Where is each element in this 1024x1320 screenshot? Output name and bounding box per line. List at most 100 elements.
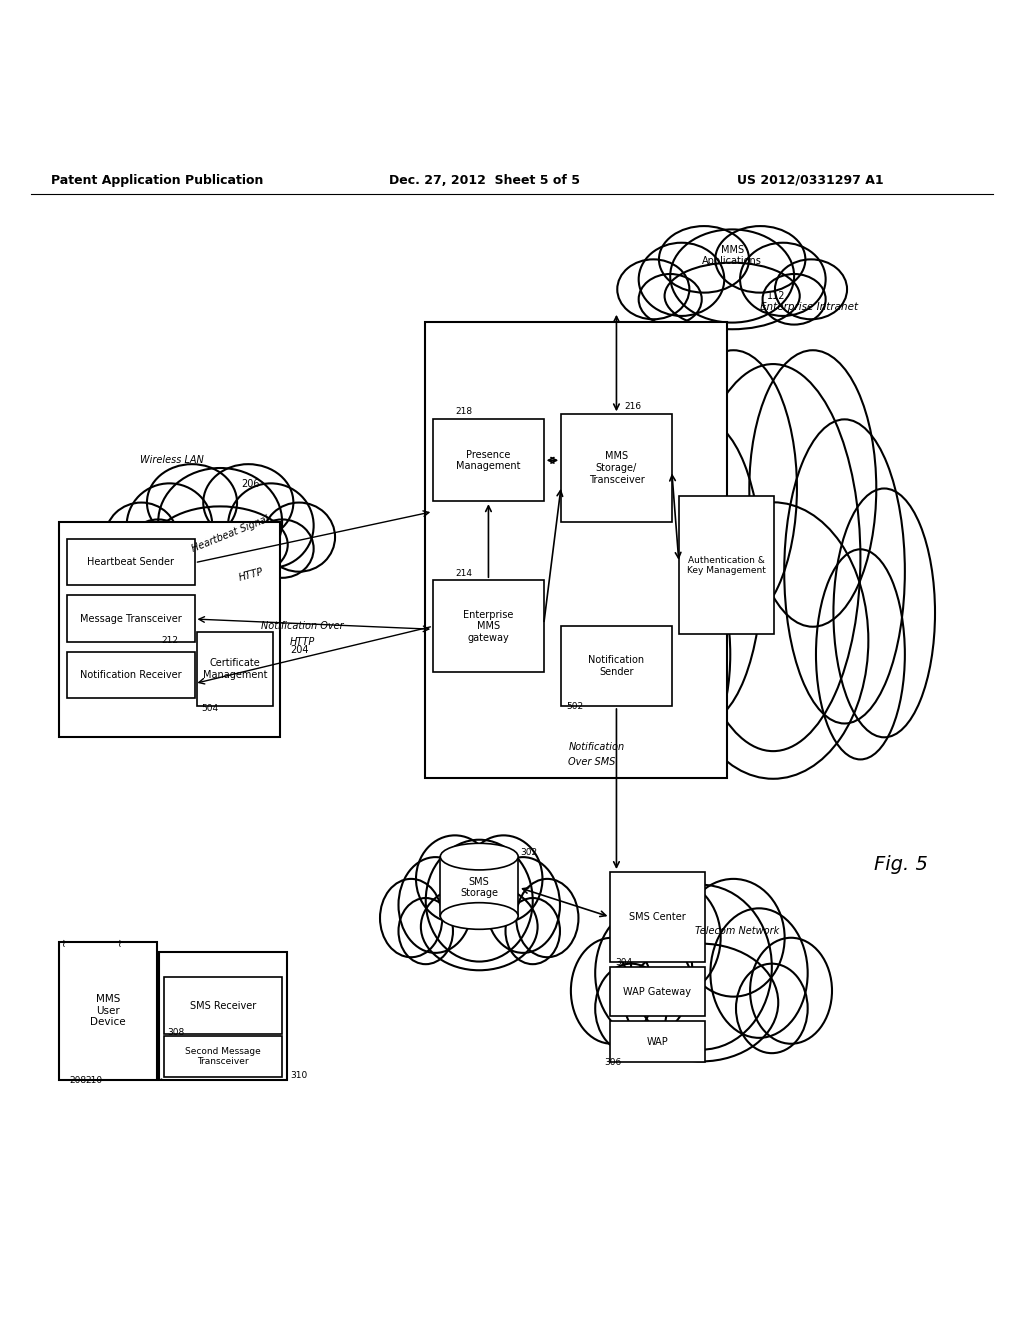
FancyBboxPatch shape <box>197 632 273 706</box>
Text: WAP: WAP <box>646 1038 669 1047</box>
Text: Patent Application Publication: Patent Application Publication <box>51 174 263 186</box>
Text: ~: ~ <box>155 1074 163 1085</box>
Ellipse shape <box>750 937 833 1044</box>
Text: Dec. 27, 2012  Sheet 5 of 5: Dec. 27, 2012 Sheet 5 of 5 <box>389 174 581 186</box>
Text: Heartbeat Sender: Heartbeat Sender <box>87 557 174 568</box>
Ellipse shape <box>153 507 288 583</box>
Text: 210: 210 <box>86 1076 102 1085</box>
FancyBboxPatch shape <box>561 626 672 706</box>
Ellipse shape <box>228 483 313 568</box>
Ellipse shape <box>618 879 721 997</box>
Text: 504: 504 <box>202 705 219 713</box>
Text: 208: 208 <box>70 1076 87 1085</box>
Ellipse shape <box>711 908 808 1038</box>
Ellipse shape <box>595 908 692 1038</box>
Text: Heartbeat Signal: Heartbeat Signal <box>190 513 270 554</box>
FancyBboxPatch shape <box>610 1022 705 1063</box>
Ellipse shape <box>595 964 667 1053</box>
Ellipse shape <box>611 488 713 738</box>
Text: Fig. 5: Fig. 5 <box>874 855 928 874</box>
FancyBboxPatch shape <box>561 414 672 521</box>
Ellipse shape <box>641 420 762 723</box>
Text: Over SMS: Over SMS <box>568 758 615 767</box>
Ellipse shape <box>775 259 847 319</box>
Ellipse shape <box>736 964 808 1053</box>
Ellipse shape <box>465 836 543 923</box>
Text: 212: 212 <box>162 636 179 644</box>
Text: 308: 308 <box>167 1028 184 1036</box>
Ellipse shape <box>641 549 730 759</box>
FancyBboxPatch shape <box>67 539 195 585</box>
Ellipse shape <box>486 857 560 953</box>
Text: SMS Receiver: SMS Receiver <box>189 1001 256 1011</box>
FancyBboxPatch shape <box>59 521 280 737</box>
Text: 216: 216 <box>625 403 642 411</box>
Ellipse shape <box>105 503 177 572</box>
Text: Notification
Sender: Notification Sender <box>589 655 644 677</box>
Ellipse shape <box>763 275 825 325</box>
FancyBboxPatch shape <box>425 322 727 777</box>
Text: 310: 310 <box>290 1071 307 1080</box>
Ellipse shape <box>147 465 238 541</box>
Ellipse shape <box>398 857 472 953</box>
FancyBboxPatch shape <box>610 968 705 1016</box>
Ellipse shape <box>834 488 935 738</box>
Text: HTTP: HTTP <box>238 566 264 583</box>
FancyBboxPatch shape <box>67 595 195 642</box>
Text: Presence
Management: Presence Management <box>457 450 520 471</box>
Ellipse shape <box>416 836 494 923</box>
Ellipse shape <box>617 259 689 319</box>
Ellipse shape <box>625 944 778 1061</box>
Text: Notification: Notification <box>568 742 625 752</box>
Text: 302: 302 <box>520 847 538 857</box>
Text: MMS
Applications: MMS Applications <box>702 244 762 267</box>
Ellipse shape <box>816 549 905 759</box>
Text: 112: 112 <box>767 292 785 301</box>
Ellipse shape <box>784 420 905 723</box>
Text: HTTP: HTTP <box>290 636 314 647</box>
Text: 304: 304 <box>615 958 633 968</box>
Ellipse shape <box>678 503 868 779</box>
Ellipse shape <box>715 226 805 293</box>
Text: ~: ~ <box>116 937 126 946</box>
Text: 214: 214 <box>456 569 473 578</box>
FancyBboxPatch shape <box>164 977 282 1034</box>
Text: Enterprise Intranet: Enterprise Intranet <box>760 302 858 312</box>
FancyBboxPatch shape <box>159 952 287 1080</box>
FancyBboxPatch shape <box>610 873 705 962</box>
Ellipse shape <box>127 483 212 568</box>
Ellipse shape <box>380 879 442 957</box>
FancyBboxPatch shape <box>433 420 544 502</box>
FancyBboxPatch shape <box>67 652 195 698</box>
Ellipse shape <box>251 520 313 578</box>
Text: Certificate
Management: Certificate Management <box>203 659 267 680</box>
Ellipse shape <box>440 843 518 870</box>
Text: 204: 204 <box>290 645 308 655</box>
Text: US 2012/0331297 A1: US 2012/0331297 A1 <box>737 174 884 186</box>
Ellipse shape <box>631 884 772 1049</box>
Ellipse shape <box>506 898 560 964</box>
Text: SMS Center: SMS Center <box>629 912 686 923</box>
Ellipse shape <box>670 230 795 322</box>
Text: 218: 218 <box>456 408 473 416</box>
Ellipse shape <box>263 503 335 572</box>
Text: 306: 306 <box>604 1057 622 1067</box>
Text: Second Message
Transceiver: Second Message Transceiver <box>185 1047 260 1067</box>
Text: Authentication &
Key Management: Authentication & Key Management <box>687 556 766 576</box>
Text: Message Transceiver: Message Transceiver <box>80 614 181 623</box>
Text: Enterprise
MMS
gateway: Enterprise MMS gateway <box>463 610 514 643</box>
Ellipse shape <box>665 263 800 329</box>
Ellipse shape <box>440 903 518 929</box>
Ellipse shape <box>686 364 860 751</box>
Text: 502: 502 <box>566 702 584 711</box>
Ellipse shape <box>421 883 538 970</box>
Ellipse shape <box>740 243 825 315</box>
Ellipse shape <box>426 840 532 961</box>
FancyBboxPatch shape <box>164 1036 282 1077</box>
Text: 206: 206 <box>242 479 260 488</box>
Text: Notification Receiver: Notification Receiver <box>80 669 181 680</box>
Ellipse shape <box>670 350 797 627</box>
Text: MMS
Storage/
Transceiver: MMS Storage/ Transceiver <box>589 451 644 484</box>
Ellipse shape <box>398 898 453 964</box>
FancyBboxPatch shape <box>59 941 157 1080</box>
